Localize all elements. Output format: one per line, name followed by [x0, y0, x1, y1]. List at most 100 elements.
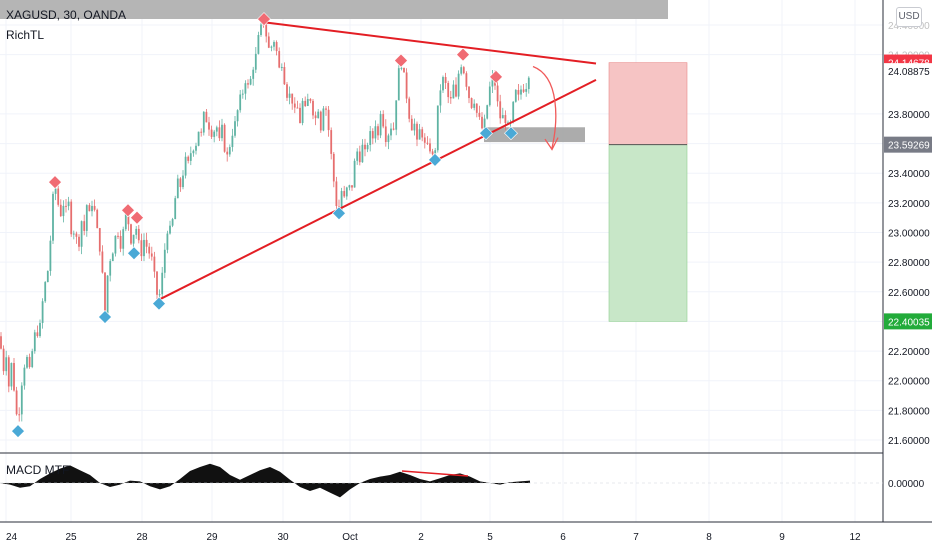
candle-body — [309, 98, 312, 101]
candle-body — [356, 151, 359, 161]
current-price-label: 24.08875 — [888, 67, 930, 78]
candle — [369, 125, 372, 152]
candle-body — [130, 224, 132, 244]
candle — [397, 63, 400, 101]
candle-body — [423, 137, 426, 143]
candle — [26, 354, 28, 369]
candle — [117, 232, 119, 240]
candle — [135, 226, 138, 239]
candle — [49, 235, 52, 276]
candle-body — [111, 253, 114, 262]
candle-body — [83, 221, 86, 231]
candle-body — [41, 301, 44, 323]
candle-body — [520, 89, 522, 95]
candle — [330, 127, 333, 160]
candle — [468, 85, 470, 104]
candle — [345, 186, 348, 200]
candle-body — [156, 271, 158, 295]
candle — [20, 382, 23, 422]
candle — [267, 32, 270, 49]
candle-body — [85, 205, 88, 231]
candle — [410, 115, 413, 131]
candle — [421, 126, 424, 142]
candle — [288, 86, 291, 105]
candle-body — [26, 356, 28, 368]
candle — [228, 144, 231, 157]
candle — [65, 199, 67, 213]
y-tick-label: 22.60000 — [888, 288, 930, 299]
candle — [234, 115, 236, 138]
candle — [475, 103, 478, 118]
candle — [517, 84, 520, 101]
candle — [210, 125, 213, 139]
candle-body — [62, 205, 65, 217]
candle-body — [98, 228, 101, 252]
candle-body — [119, 235, 122, 249]
candle-body — [322, 108, 325, 131]
candle-body — [426, 142, 429, 144]
candle — [299, 103, 301, 124]
x-tick-label: 12 — [849, 532, 861, 543]
candle — [143, 233, 145, 262]
candle-body — [416, 123, 418, 140]
candle-body — [143, 239, 145, 257]
candle-body — [176, 178, 179, 199]
candle — [499, 94, 502, 124]
y-tick-label: 23.40000 — [888, 169, 930, 180]
candle — [325, 106, 327, 116]
candle-body — [343, 191, 346, 197]
candle-body — [512, 101, 515, 122]
candle-body — [517, 90, 520, 95]
candle-body — [413, 123, 416, 131]
candle — [312, 98, 314, 120]
candle — [5, 350, 8, 376]
candle — [195, 142, 197, 155]
candle — [44, 281, 47, 303]
candle-body — [317, 111, 320, 119]
candle-body — [486, 105, 489, 119]
candle-body — [33, 332, 36, 352]
candle-body — [452, 84, 455, 99]
candle-body — [525, 89, 528, 92]
candle — [223, 123, 226, 153]
candle-body — [449, 97, 452, 99]
candle-body — [132, 234, 135, 244]
candle — [439, 84, 442, 113]
candle-body — [23, 367, 26, 386]
candle — [405, 68, 408, 104]
candle-body — [241, 93, 244, 95]
candle-body — [522, 89, 525, 92]
candle-body — [49, 240, 52, 271]
candle-body — [481, 116, 483, 129]
candle-body — [72, 233, 75, 235]
candle-body — [483, 118, 486, 129]
candle — [387, 133, 390, 150]
candle-body — [166, 233, 169, 250]
candle-body — [270, 46, 273, 48]
candle — [202, 111, 205, 136]
candle — [335, 176, 338, 210]
candle — [361, 139, 364, 163]
candle — [75, 231, 78, 244]
candle — [280, 63, 283, 71]
candle-body — [202, 111, 205, 133]
candle — [473, 99, 476, 111]
candle-body — [215, 127, 218, 132]
candle-body — [527, 77, 530, 90]
candle — [382, 110, 385, 129]
currency-button[interactable]: USD — [896, 7, 922, 27]
candle — [200, 128, 203, 137]
candle — [33, 329, 36, 354]
candle-body — [267, 36, 270, 48]
candle-body — [239, 94, 242, 111]
candle — [462, 65, 465, 75]
candle-body — [210, 129, 213, 137]
candle-body — [312, 100, 314, 116]
candle-body — [7, 357, 10, 387]
candle — [163, 243, 166, 279]
candle — [52, 191, 54, 244]
candle — [140, 233, 143, 262]
candle-body — [351, 185, 353, 188]
